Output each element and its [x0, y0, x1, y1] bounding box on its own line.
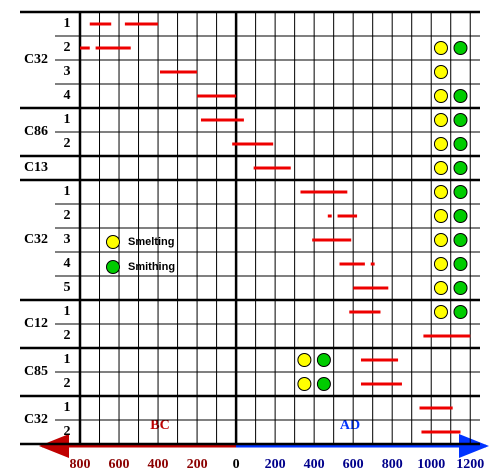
era-label: BC: [150, 418, 169, 433]
smelting-dot: [433, 281, 448, 295]
row-label: 2: [64, 328, 71, 343]
x-tick-label: 600: [109, 457, 130, 472]
group-label: C85: [24, 364, 48, 379]
span-bar: [339, 262, 365, 266]
smithing-dot: [453, 113, 468, 127]
x-tick-label: 600: [343, 457, 364, 472]
span-bar: [312, 238, 352, 242]
span-bar: [80, 46, 90, 50]
group-label: C13: [24, 160, 48, 175]
span-bar: [253, 166, 291, 170]
span-bar: [300, 190, 348, 194]
era-label: AD: [340, 418, 360, 433]
smithing-dot: [453, 281, 468, 295]
smelting-dot: [433, 113, 448, 127]
legend-swatch: [106, 260, 120, 274]
span-bar: [423, 334, 471, 338]
smithing-dot: [453, 89, 468, 103]
smelting-dot: [433, 137, 448, 151]
legend-swatch: [106, 235, 120, 249]
row-label: 4: [64, 88, 71, 103]
smelting-dot: [433, 89, 448, 103]
x-tick-label: 200: [265, 457, 286, 472]
group-label: C86: [24, 124, 48, 139]
smithing-dot: [453, 233, 468, 247]
row-label: 2: [64, 208, 71, 223]
smithing-dot: [453, 137, 468, 151]
x-tick-label: 400: [148, 457, 169, 472]
x-tick-label: 800: [70, 457, 91, 472]
grid: [20, 10, 480, 446]
span-bar: [197, 94, 237, 98]
row-label: 2: [64, 424, 71, 439]
x-tick-label: 1000: [417, 457, 445, 472]
row-label: 1: [64, 400, 71, 415]
group-label: C32: [24, 412, 48, 427]
span-bar: [360, 382, 402, 386]
row-label: 1: [64, 304, 71, 319]
span-bar: [360, 358, 399, 362]
x-tick-label: 800: [382, 457, 403, 472]
smithing-dot: [453, 209, 468, 223]
smelting-dot: [433, 209, 448, 223]
row-label: 1: [64, 16, 71, 31]
span-bar: [160, 70, 198, 74]
span-bar: [95, 46, 131, 50]
span-bar: [421, 430, 461, 434]
span-bar: [232, 142, 274, 146]
row-label: 5: [64, 280, 71, 295]
group-label: C12: [24, 316, 48, 331]
smithing-dot: [316, 377, 331, 391]
legend-label: Smelting: [128, 236, 174, 248]
smithing-dot: [453, 41, 468, 55]
smelting-dot: [433, 305, 448, 319]
smelting-dot: [433, 257, 448, 271]
row-label: 2: [64, 40, 71, 55]
legend-label: Smithing: [128, 261, 175, 273]
row-label: 1: [64, 112, 71, 127]
x-tick-label: 1200: [456, 457, 484, 472]
span-bar: [370, 262, 375, 266]
smelting-dot: [433, 65, 448, 79]
smithing-dot: [453, 185, 468, 199]
smithing-dot: [316, 353, 331, 367]
row-label: 1: [64, 352, 71, 367]
smelting-dot: [433, 185, 448, 199]
x-tick-label: 400: [304, 457, 325, 472]
smelting-dot: [433, 41, 448, 55]
span-bar: [349, 310, 381, 314]
span-bar: [419, 406, 453, 410]
x-tick-label: 0: [233, 457, 240, 472]
span-bar: [124, 22, 159, 26]
smelting-dot: [297, 377, 312, 391]
row-label: 1: [64, 184, 71, 199]
span-bar: [353, 286, 389, 290]
smithing-dot: [453, 161, 468, 175]
row-label: 4: [64, 256, 71, 271]
group-label: C32: [24, 52, 48, 67]
span-bar: [327, 214, 332, 218]
span-bar: [337, 214, 358, 218]
row-label: 2: [64, 136, 71, 151]
smelting-dot: [433, 233, 448, 247]
smithing-dot: [453, 305, 468, 319]
row-label: 2: [64, 376, 71, 391]
x-tick-label: 200: [187, 457, 208, 472]
row-label: 3: [64, 232, 71, 247]
row-label: 3: [64, 64, 71, 79]
smithing-dot: [453, 257, 468, 271]
group-label: C32: [24, 232, 48, 247]
smelting-dot: [297, 353, 312, 367]
span-bar: [200, 118, 244, 122]
smelting-dot: [433, 161, 448, 175]
span-bar: [89, 22, 112, 26]
